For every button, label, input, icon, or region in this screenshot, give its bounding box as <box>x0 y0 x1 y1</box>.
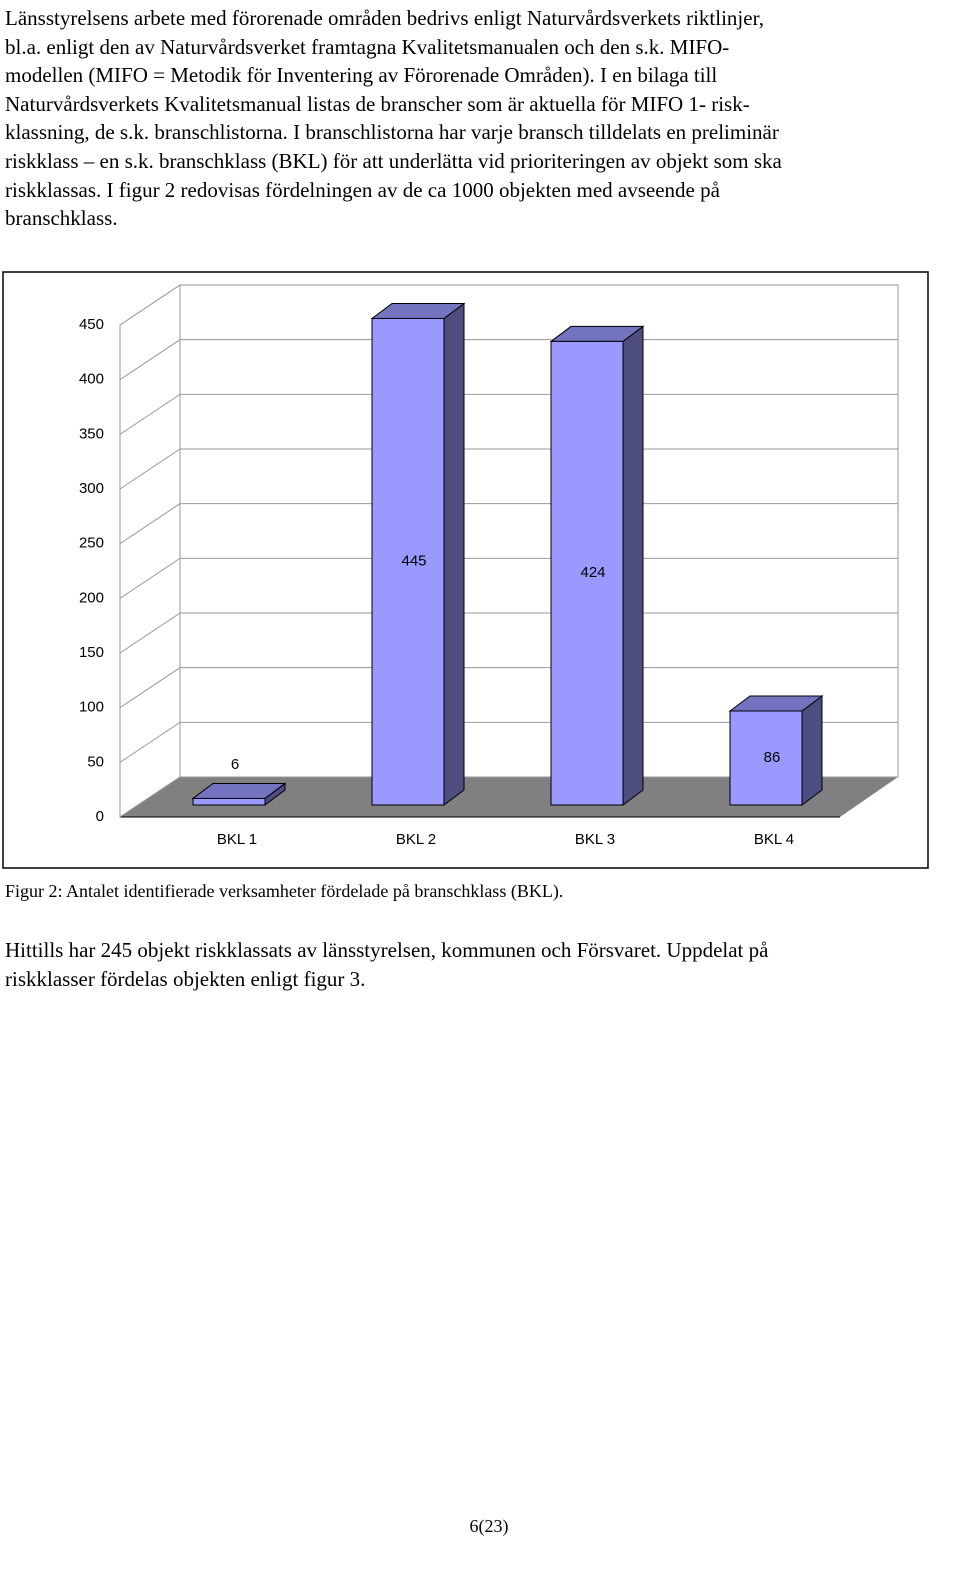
text-line: riskklassas. I figur 2 redovisas fördeln… <box>5 177 720 202</box>
text-line: riskklass – en s.k. branschklass (BKL) f… <box>5 148 782 173</box>
bar <box>729 710 803 806</box>
bar <box>550 340 624 806</box>
y-tick-label: 0 <box>96 808 104 825</box>
x-tick-label: BKL 1 <box>217 831 257 848</box>
bar <box>192 797 266 806</box>
data-label: 6 <box>231 756 239 773</box>
text-line: bl.a. enligt den av Naturvårdsverket fra… <box>5 34 730 59</box>
chart: 0 50 100 150 200 250 300 350 400 450 6 BKL 1 445 BKL … <box>2 271 929 869</box>
text-line: branschklass. <box>5 206 118 231</box>
grid-line <box>119 448 898 490</box>
grid-line <box>119 557 898 599</box>
back-wall <box>179 284 899 778</box>
text-line: Naturvårdsverkets Kvalitetsmanual listas… <box>5 91 750 116</box>
page-number: 6(23) <box>469 1516 509 1536</box>
bar-side <box>801 694 823 806</box>
grid-line <box>119 612 898 654</box>
text-line: modellen (MIFO = Metodik för Inventering… <box>5 63 718 88</box>
side-wall <box>119 284 181 818</box>
y-tick-label: 200 <box>79 589 104 606</box>
y-tick-label: 300 <box>79 480 104 497</box>
grid-line <box>119 776 898 818</box>
paragraph: Hittills har 245 objekt riskklassats av … <box>5 936 768 993</box>
x-tick-label: BKL 4 <box>754 831 794 848</box>
grid-line <box>119 667 898 709</box>
bar-side <box>622 325 644 806</box>
text-line: Hittills har 245 objekt riskklassats av … <box>5 938 769 962</box>
floor <box>120 777 898 817</box>
y-tick-label: 350 <box>79 425 104 442</box>
y-tick-label: 100 <box>79 699 104 716</box>
grid-line <box>119 721 898 763</box>
x-tick-label: BKL 2 <box>396 831 436 848</box>
paragraph: Länsstyrelsens arbete med förorenade omr… <box>5 4 782 233</box>
data-label: 445 <box>401 553 426 570</box>
x-tick-label: BKL 3 <box>575 831 615 848</box>
grid-line <box>119 393 898 435</box>
y-tick-label: 150 <box>79 644 104 661</box>
text-line: riskklasser fördelas objekten enligt fig… <box>5 966 366 991</box>
grid-line <box>119 503 898 545</box>
data-label: 424 <box>580 564 605 581</box>
grid-line <box>119 284 898 326</box>
data-label: 86 <box>764 749 781 766</box>
y-tick-label: 50 <box>87 753 104 770</box>
y-tick-label: 400 <box>79 371 104 388</box>
bar-side <box>443 302 465 806</box>
text-line: klassning, de s.k. branschlistorna. I br… <box>5 120 779 145</box>
grid-line <box>119 339 898 381</box>
caption: Figur 2: Antalet identifierade verksamhe… <box>5 881 564 901</box>
text-line: Länsstyrelsens arbete med förorenade omr… <box>5 6 764 30</box>
y-tick-label: 250 <box>79 535 104 552</box>
bar <box>371 317 445 806</box>
y-tick-label: 450 <box>79 316 104 333</box>
